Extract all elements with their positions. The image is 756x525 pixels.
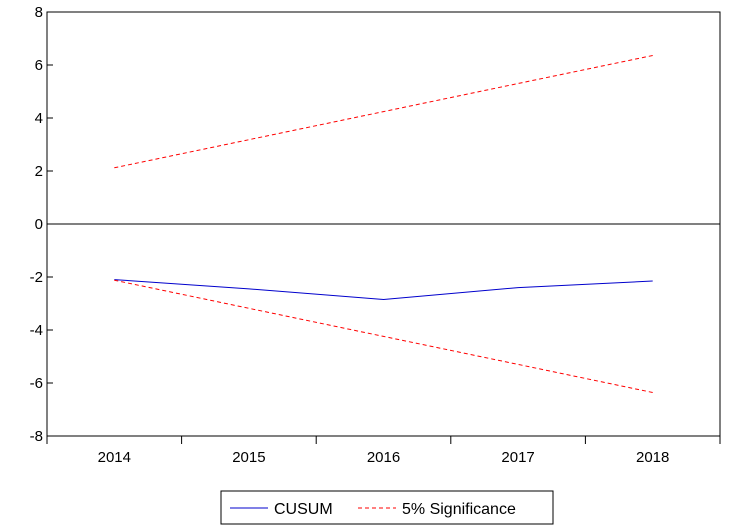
y-tick-label: 2	[35, 163, 43, 180]
legend-label-cusum: CUSUM	[274, 501, 333, 518]
x-tick-label: 2014	[98, 449, 131, 466]
legend-label-significance: 5% Significance	[402, 501, 516, 518]
series-line-1	[114, 55, 653, 169]
x-tick-label: 2017	[501, 449, 534, 466]
x-tick-label: 2018	[636, 449, 669, 466]
x-tick-label: 2016	[367, 449, 400, 466]
series-line-2	[114, 279, 653, 393]
x-tick-label: 2015	[232, 449, 265, 466]
y-tick-label: 8	[35, 4, 43, 21]
series-layer	[114, 55, 653, 393]
series-line-0	[114, 279, 653, 301]
legend: CUSUM 5% Significance	[220, 490, 554, 525]
y-tick-label: -6	[30, 375, 43, 392]
y-tick-label: -4	[30, 322, 43, 339]
x-axis: 2014 2015 2016 2017 2018	[46, 436, 721, 466]
y-axis: 8 6 4 2 0 -2 -4 -6 -8	[30, 4, 53, 445]
y-tick-label: -8	[30, 428, 43, 445]
y-tick-label: 4	[35, 110, 43, 127]
y-tick-label: -2	[30, 269, 43, 286]
y-tick-label: 0	[35, 216, 43, 233]
y-tick-label: 6	[35, 57, 43, 74]
